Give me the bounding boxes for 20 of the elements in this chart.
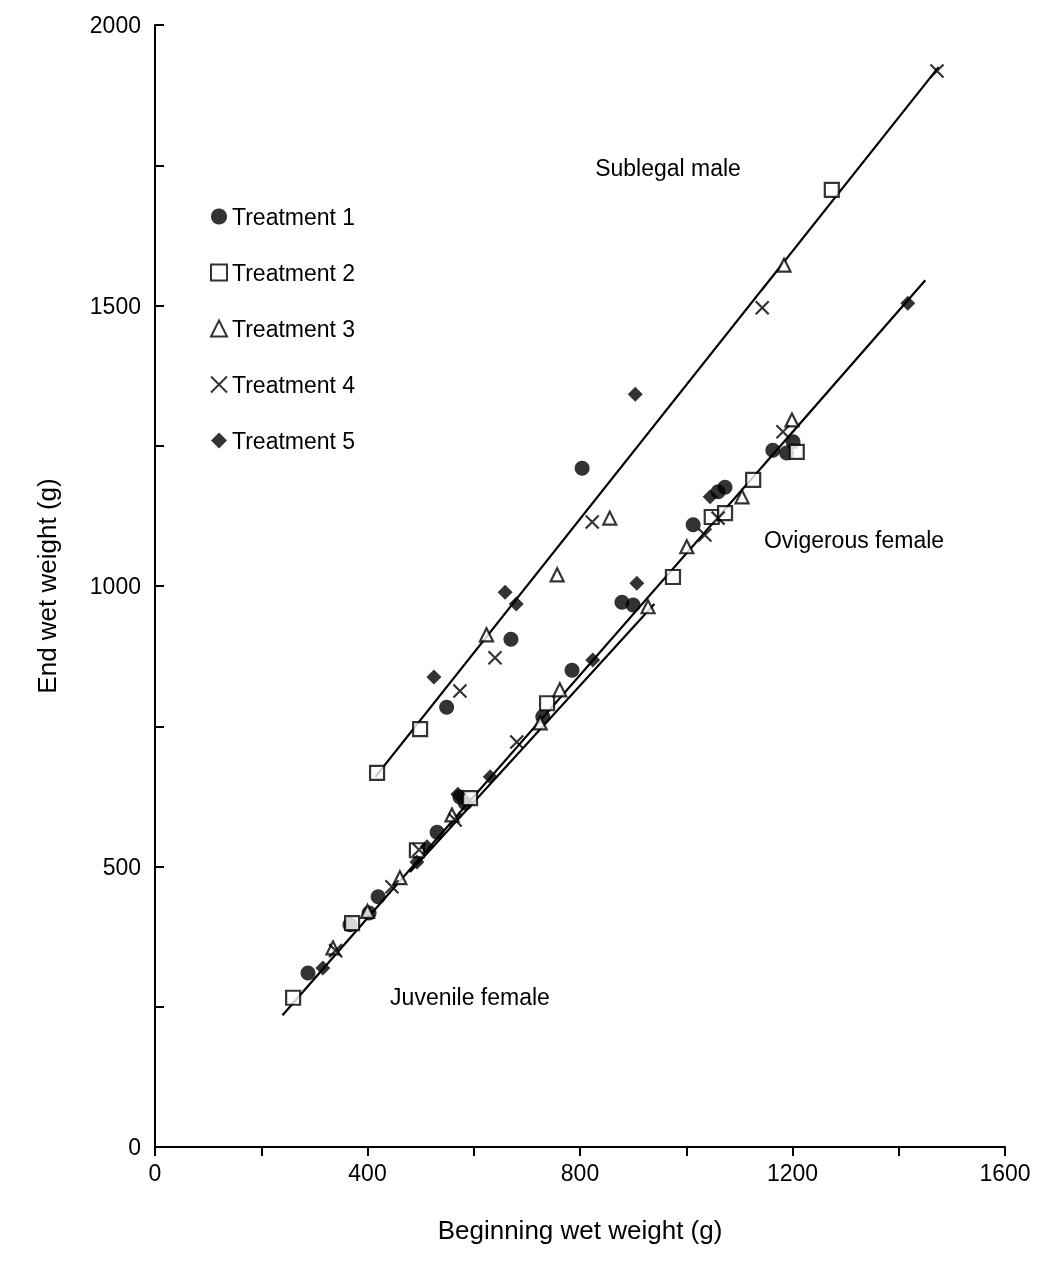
y-axis-title: End wet weight (g) <box>32 478 62 694</box>
y-tick-label: 0 <box>128 1134 141 1160</box>
x-tick-label: 800 <box>560 1159 600 1186</box>
x-tick-label: 400 <box>348 1159 387 1186</box>
legend-label: Treatment 1 <box>232 203 356 230</box>
y-tick-label: 1500 <box>89 292 141 319</box>
legend-label: Treatment 3 <box>232 315 356 342</box>
annotation: Ovigerous female <box>763 527 945 553</box>
annotation: Sublegal male <box>595 155 741 181</box>
x-tick-label: 0 <box>148 1159 162 1186</box>
legend-label: Treatment 2 <box>232 259 356 286</box>
x-axis-title: Beginning wet weight (g) <box>437 1215 723 1245</box>
x-tick-label: 1600 <box>979 1159 1031 1186</box>
x-tick-label: 1200 <box>766 1159 819 1186</box>
y-tick-label: 2000 <box>89 12 141 38</box>
legend-label: Treatment 4 <box>232 371 356 398</box>
annotation: Juvenile female <box>390 984 550 1010</box>
legend-label: Treatment 5 <box>232 427 356 454</box>
y-tick-label: 500 <box>102 853 141 880</box>
y-tick-label: 1000 <box>89 573 141 599</box>
